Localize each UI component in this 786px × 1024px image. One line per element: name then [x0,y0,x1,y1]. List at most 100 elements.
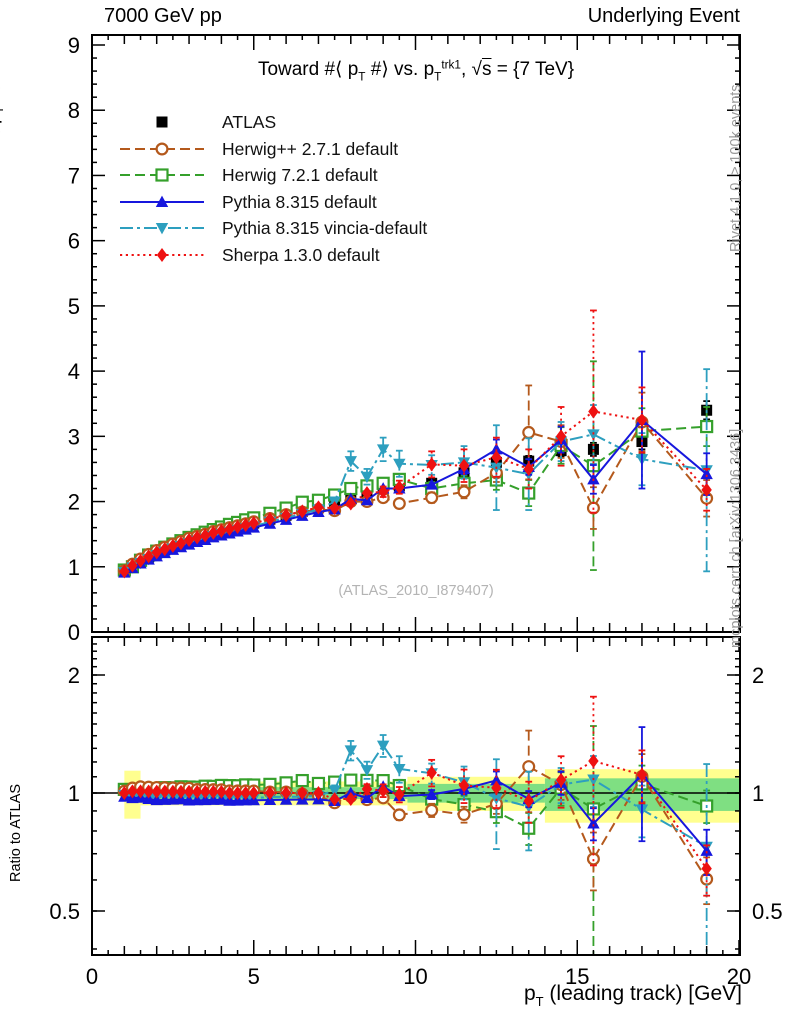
data-point [426,457,437,472]
legend-sample-triangle-up [120,195,204,207]
data-point [135,553,146,568]
main-panel [117,309,714,579]
data-point [280,786,292,800]
tick-label: 5 [248,964,260,989]
data-point [700,467,713,480]
series-line [124,743,708,848]
data-point [425,478,438,490]
data-point [588,404,599,419]
data-point [295,773,309,788]
tick-label: 0 [68,620,80,645]
data-point [587,817,600,829]
data-point [232,519,243,534]
tick-label: 3 [68,424,80,449]
data-point [224,521,235,536]
data-point [313,786,324,800]
data-point [394,480,405,495]
data-point [183,784,195,799]
data-point [248,786,259,800]
data-point [392,497,406,511]
data-point [159,784,170,799]
legend-item: Pythia 8.315 default [112,189,377,215]
data-point [360,471,374,484]
data-point [491,780,502,795]
legend-sample-square [156,116,168,128]
data-point [587,774,600,786]
data-point [190,793,204,806]
tick-label: 2 [68,490,80,515]
legend: ATLAS Herwig++ 2.7.1 default Herwig 7.2.1 … [112,109,472,279]
mcplots-arxiv-note: mcplots.cern.ch [arXiv:1306.3436] [728,428,744,648]
data-point [200,528,211,543]
data-point [143,784,154,799]
data-point [377,484,389,499]
data-point [182,794,196,806]
data-point [175,784,187,799]
data-point [361,781,373,796]
data-point [523,461,534,476]
data-point [701,482,712,497]
data-point [393,458,406,471]
data-point [360,765,374,777]
legend-marker [156,247,168,262]
data-point [345,791,356,806]
data-point [175,536,187,551]
data-point [344,745,357,757]
x-axis-label: pT (leading track) [GeV] [523,982,742,1009]
watermark: (ATLAS_2010_I879407) [338,583,494,599]
data-point [458,458,470,473]
legend-label: Pythia 8.315 vincia-default [222,218,428,238]
legend-marker [155,168,169,182]
data-point [264,786,276,800]
data-point [127,558,138,573]
data-point [167,784,179,799]
data-point [555,773,567,788]
tick-label: 4 [68,359,80,384]
tick-label: 20 [727,964,751,989]
rivet-version-note: Rivet 4.1.0, ≥ 100k events [728,84,744,252]
legend-label: Herwig 7.2.1 default [222,165,378,185]
data-point [523,793,534,808]
tick-label: 1 [752,781,764,806]
data-point [215,793,228,805]
tick-label: 15 [565,964,589,989]
data-point [297,504,308,519]
data-point [150,793,163,806]
series-line [123,433,707,573]
data-point [216,784,227,799]
data-point [328,785,341,797]
data-point [555,429,567,444]
tick-label: 0 [86,964,98,989]
data-point [344,456,357,468]
data-point [119,564,130,579]
tick-label: 2 [68,663,80,688]
data-point [426,765,437,780]
data-point [297,786,308,800]
data-point [264,512,276,527]
data-point [425,491,439,505]
data-point [457,485,471,499]
plot-title: Toward #⟨ pT #⟩ vs. pTtrk1, √s = {7 TeV} [257,58,575,84]
data-point [183,533,195,548]
data-point [248,516,259,531]
data-point [490,442,503,455]
data-point [587,443,599,455]
tick-label: 1 [68,781,80,806]
data-point [151,784,162,799]
data-point [127,784,138,799]
data-point [135,784,146,799]
tick-label: 9 [68,33,80,58]
beam-info: 7000 GeV pp [104,5,222,27]
data-point [151,545,162,560]
tick-label: 2 [752,663,764,688]
analysis-group: Underlying Event [587,5,740,27]
data-point [700,844,713,856]
legend-marker [155,141,169,156]
data-point [701,861,712,876]
legend-sample-triangle-down [120,223,204,235]
tick-label: 8 [68,98,80,123]
series-line [124,773,708,852]
data-point [143,549,154,564]
data-point [208,525,219,540]
